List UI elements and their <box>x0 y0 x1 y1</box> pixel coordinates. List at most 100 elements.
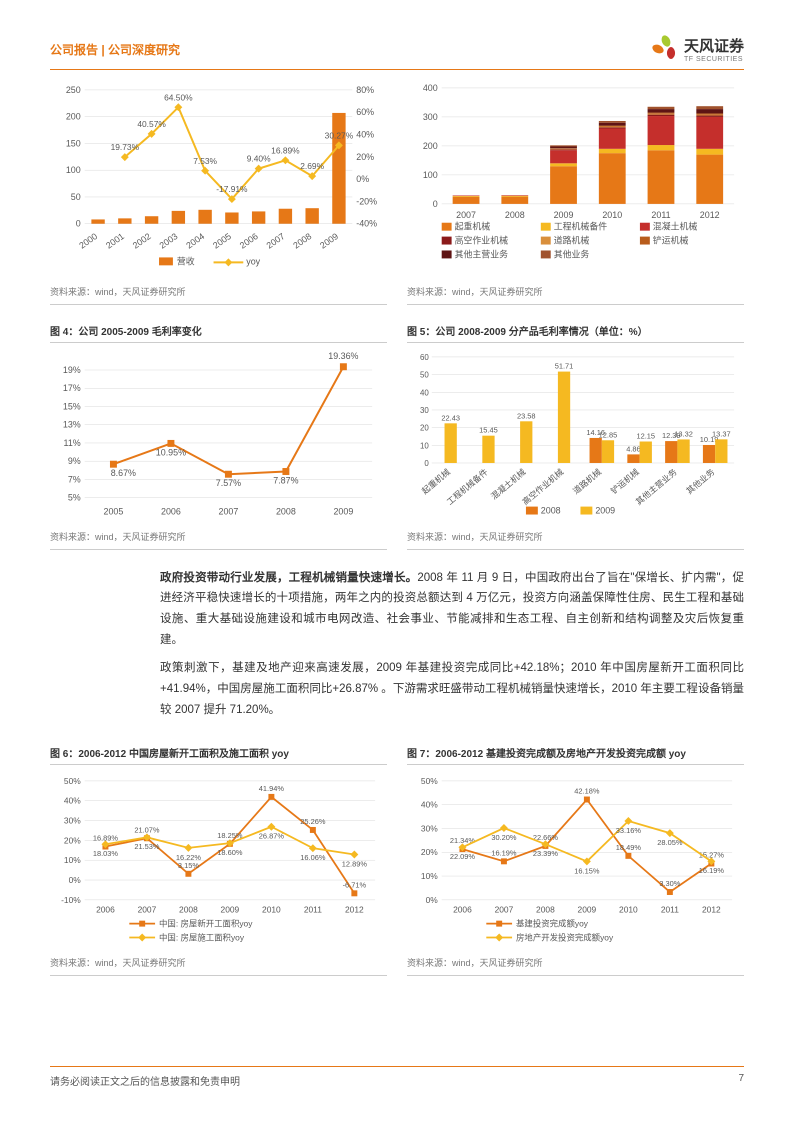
svg-text:道路机械: 道路机械 <box>554 235 590 246</box>
svg-text:0%: 0% <box>69 874 82 884</box>
svg-text:2008: 2008 <box>536 904 555 914</box>
svg-text:0%: 0% <box>356 174 369 184</box>
chart-product-margin: 010203040506022.43起重机械15.45工程机械备件23.58混凝… <box>407 349 744 522</box>
svg-text:30: 30 <box>420 406 429 415</box>
brand-block: 天风证券 TF SECURITIES <box>653 35 744 63</box>
svg-text:21.53%: 21.53% <box>134 842 160 851</box>
svg-text:2009: 2009 <box>578 904 597 914</box>
svg-text:2002: 2002 <box>131 231 153 251</box>
svg-text:2006: 2006 <box>453 904 472 914</box>
svg-text:3.30%: 3.30% <box>659 879 680 888</box>
svg-text:23.39%: 23.39% <box>533 849 559 858</box>
svg-text:2.69%: 2.69% <box>300 161 324 171</box>
svg-text:18.25%: 18.25% <box>217 830 243 839</box>
chart-infra-realestate-yoy: 0%10%20%30%40%50%21.34%16.19%22.66%42.18… <box>407 771 744 949</box>
svg-text:0: 0 <box>433 199 438 209</box>
svg-text:20%: 20% <box>421 847 438 857</box>
svg-text:40%: 40% <box>421 799 438 809</box>
svg-text:16.15%: 16.15% <box>574 866 600 875</box>
svg-text:12.15: 12.15 <box>636 432 655 441</box>
svg-text:15.45: 15.45 <box>479 426 498 435</box>
svg-text:铲运机械: 铲运机械 <box>653 235 689 246</box>
svg-text:3.15%: 3.15% <box>178 860 199 869</box>
brand-logo-icon <box>653 36 679 62</box>
svg-text:2010: 2010 <box>619 904 638 914</box>
svg-text:其他业务: 其他业务 <box>684 467 717 497</box>
svg-text:22.43: 22.43 <box>441 414 460 423</box>
svg-text:2007: 2007 <box>265 231 287 251</box>
chart-housing-yoy: -10%0%10%20%30%40%50%16.89%21.07%3.15%18… <box>50 771 387 949</box>
svg-text:16.89%: 16.89% <box>271 145 300 155</box>
chart-gross-margin: 5%7%9%11%13%15%17%19%8.67%10.95%7.57%7.8… <box>50 349 387 522</box>
svg-text:80%: 80% <box>356 85 374 95</box>
svg-text:2001: 2001 <box>104 231 126 251</box>
svg-text:其他主营业务: 其他主营业务 <box>455 248 509 259</box>
svg-text:2008: 2008 <box>291 231 313 251</box>
svg-text:26.87%: 26.87% <box>259 831 285 840</box>
svg-text:150: 150 <box>66 138 81 148</box>
svg-text:30.27%: 30.27% <box>325 130 354 140</box>
svg-text:0: 0 <box>424 459 429 468</box>
para-1: 政府投资带动行业发展，工程机械销量快速增长。2008 年 11 月 9 日，中国… <box>160 568 744 651</box>
svg-text:2009: 2009 <box>554 210 574 220</box>
svg-text:2012: 2012 <box>700 210 720 220</box>
source-note: 资料来源：wind，天风证券研究所 <box>407 952 744 976</box>
svg-text:100: 100 <box>66 165 81 175</box>
svg-text:2007: 2007 <box>138 904 157 914</box>
svg-text:房地产开发投资完成额yoy: 房地产开发投资完成额yoy <box>516 932 614 942</box>
svg-text:铲运机械: 铲运机械 <box>609 467 642 497</box>
svg-text:13.37: 13.37 <box>712 430 731 439</box>
svg-text:19.73%: 19.73% <box>111 142 140 152</box>
svg-text:2011: 2011 <box>651 210 670 220</box>
svg-text:16.06%: 16.06% <box>300 853 326 862</box>
svg-text:41.94%: 41.94% <box>259 783 285 792</box>
svg-text:18.03%: 18.03% <box>93 849 119 858</box>
svg-text:yoy: yoy <box>246 256 260 266</box>
footer-page-number: 7 <box>738 1073 744 1088</box>
svg-text:2008: 2008 <box>505 210 525 220</box>
svg-text:中国: 房屋新开工面积yoy: 中国: 房屋新开工面积yoy <box>159 918 253 928</box>
svg-text:基建投资完成额yoy: 基建投资完成额yoy <box>516 918 589 928</box>
svg-text:高空作业机械: 高空作业机械 <box>455 235 509 246</box>
svg-text:13%: 13% <box>63 420 81 430</box>
svg-text:64.50%: 64.50% <box>164 92 193 102</box>
svg-text:25.26%: 25.26% <box>300 817 326 826</box>
svg-text:10%: 10% <box>64 855 81 865</box>
svg-text:22.09%: 22.09% <box>450 852 476 861</box>
source-note: 资料来源：wind，天风证券研究所 <box>407 281 744 305</box>
svg-text:10.95%: 10.95% <box>156 448 186 458</box>
svg-text:9%: 9% <box>68 456 81 466</box>
svg-text:19%: 19% <box>63 365 81 375</box>
svg-text:200: 200 <box>423 141 438 151</box>
svg-text:60: 60 <box>420 353 429 362</box>
svg-text:混凝土机械: 混凝土机械 <box>653 221 698 232</box>
svg-text:2009: 2009 <box>333 507 353 517</box>
svg-text:2005: 2005 <box>104 507 124 517</box>
svg-text:中国: 房屋施工面积yoy: 中国: 房屋施工面积yoy <box>159 932 245 942</box>
svg-text:42.18%: 42.18% <box>574 786 600 795</box>
svg-text:2005: 2005 <box>211 231 233 251</box>
svg-text:2012: 2012 <box>702 904 721 914</box>
svg-text:40.57%: 40.57% <box>137 119 166 129</box>
svg-text:2006: 2006 <box>238 231 260 251</box>
svg-text:7.87%: 7.87% <box>273 476 298 486</box>
svg-text:51.71: 51.71 <box>555 362 574 371</box>
svg-text:10: 10 <box>420 442 429 451</box>
footer-disclaimer: 请务必阅读正文之后的信息披露和免责申明 <box>50 1073 240 1088</box>
source-note: 资料来源：wind，天风证券研究所 <box>50 952 387 976</box>
svg-text:2011: 2011 <box>661 904 679 914</box>
svg-text:2003: 2003 <box>158 231 180 251</box>
svg-text:23.58: 23.58 <box>517 412 536 421</box>
body-text: 政府投资带动行业发展，工程机械销量快速增长。2008 年 11 月 9 日，中国… <box>50 560 744 737</box>
svg-text:12.85: 12.85 <box>599 431 618 440</box>
svg-text:营收: 营收 <box>177 255 195 266</box>
fig4-title: 图 4：公司 2005-2009 毛利率变化 <box>50 323 387 343</box>
svg-text:50: 50 <box>71 192 81 202</box>
svg-text:起重机械: 起重机械 <box>455 221 491 232</box>
page-header: 公司报告 | 公司深度研究 天风证券 TF SECURITIES <box>50 35 744 70</box>
svg-text:工程机械备件: 工程机械备件 <box>554 221 608 232</box>
svg-text:13.32: 13.32 <box>674 430 693 439</box>
svg-text:起重机械: 起重机械 <box>420 467 453 497</box>
svg-text:-10%: -10% <box>61 894 81 904</box>
svg-text:-6.71%: -6.71% <box>343 880 367 889</box>
